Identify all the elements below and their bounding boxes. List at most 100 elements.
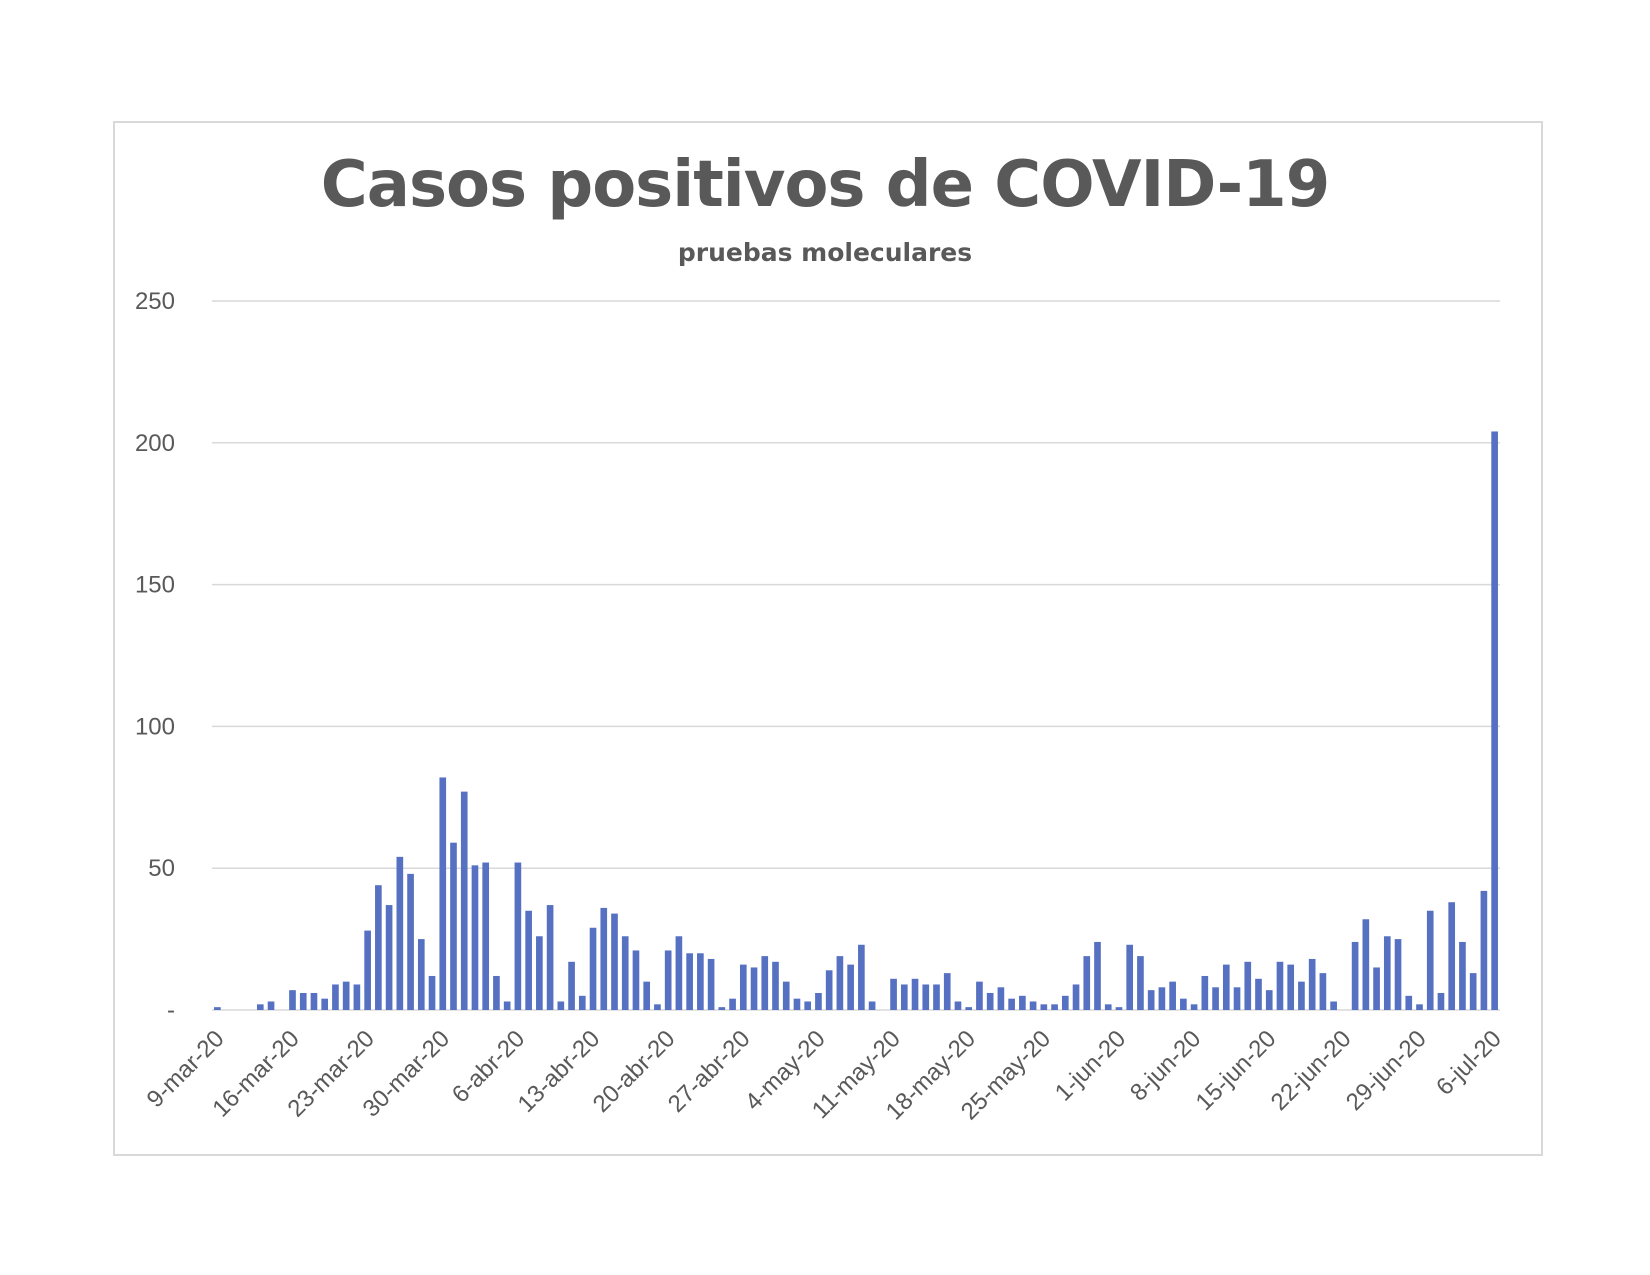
bar: [1330, 1001, 1337, 1010]
bar: [1362, 919, 1370, 1010]
y-tick-label: -: [167, 997, 175, 1024]
bar: [718, 1007, 726, 1010]
bar: [568, 961, 575, 1010]
chart-title: Casos positivos de COVID-19: [320, 148, 1330, 222]
bar: [1147, 990, 1155, 1010]
bar: [1104, 1004, 1112, 1010]
bar: [1008, 998, 1015, 1010]
x-tick-label: 1-jun-20: [1050, 1025, 1131, 1106]
bar: [310, 992, 318, 1010]
x-tick-label: 20-abr-20: [588, 1025, 681, 1118]
bar: [493, 975, 500, 1010]
bar: [1169, 981, 1176, 1010]
bar: [1351, 941, 1359, 1010]
bar: [536, 936, 543, 1010]
bar: [1222, 964, 1230, 1010]
bar: [450, 842, 457, 1010]
x-tick-label: 29-jun-20: [1341, 1025, 1432, 1116]
bar: [1448, 902, 1456, 1010]
bar: [965, 1007, 973, 1010]
bar: [664, 950, 672, 1010]
bar: [761, 956, 769, 1010]
bar: [654, 1004, 661, 1010]
bar: [1383, 936, 1391, 1010]
bar: [1158, 987, 1166, 1010]
bar: [1459, 941, 1466, 1010]
bar: [385, 905, 393, 1010]
bar: [1319, 973, 1327, 1010]
bar: [267, 1001, 275, 1010]
bar: [1469, 973, 1477, 1010]
bar: [1308, 958, 1316, 1010]
bar: [943, 973, 951, 1010]
bar: [911, 978, 919, 1010]
bar: [1233, 987, 1241, 1010]
bar: [868, 1001, 876, 1010]
bar: [589, 927, 597, 1010]
bar: [739, 964, 747, 1010]
bar: [611, 913, 618, 1010]
bar: [804, 1001, 812, 1010]
bar: [1244, 961, 1252, 1010]
bar: [825, 970, 833, 1010]
bar: [289, 990, 296, 1010]
bar: [1051, 1004, 1058, 1010]
bar: [750, 967, 758, 1010]
bar: [439, 777, 447, 1010]
bar: [1072, 984, 1080, 1010]
bar: [353, 984, 361, 1010]
bar: [686, 953, 693, 1010]
bar: [525, 910, 532, 1010]
bar: [772, 961, 779, 1010]
bar: [954, 1001, 962, 1010]
bar: [1094, 941, 1101, 1010]
bar: [976, 981, 983, 1010]
bar: [600, 907, 608, 1010]
bar: [1437, 992, 1445, 1010]
bar: [1137, 956, 1144, 1010]
x-axis-ticks: 9-mar-2016-mar-2023-mar-2030-mar-206-abr…: [142, 1025, 1507, 1125]
bar: [632, 950, 640, 1010]
bar: [546, 905, 554, 1010]
bar: [1212, 987, 1219, 1010]
bar: [514, 862, 522, 1010]
bar: [1491, 431, 1498, 1011]
bar: [460, 791, 468, 1010]
bar: [836, 956, 844, 1010]
bar: [428, 975, 436, 1010]
bar: [782, 981, 790, 1010]
bar: [503, 1001, 511, 1010]
bar: [1394, 939, 1402, 1010]
y-axis-ticks: - 50 100 150 200 250: [135, 288, 175, 1024]
bar: [675, 936, 683, 1010]
bar: [1201, 975, 1209, 1010]
bar: [1061, 995, 1069, 1010]
bar: [299, 992, 307, 1010]
bar: [1298, 981, 1305, 1010]
x-tick-label: 13-abr-20: [513, 1025, 606, 1118]
x-tick-label: 6-jul-20: [1431, 1025, 1507, 1101]
bar: [1480, 890, 1488, 1010]
bar: [375, 885, 382, 1010]
x-tick-label: 27-abr-20: [663, 1025, 756, 1118]
bar: [1029, 1001, 1037, 1010]
bar: [933, 984, 940, 1010]
bar: [256, 1004, 264, 1010]
y-tick-label: 50: [148, 855, 175, 882]
bar: [471, 865, 479, 1010]
bar: [643, 981, 651, 1010]
bar: [1040, 1004, 1048, 1010]
bar: [621, 936, 629, 1010]
bar: [1180, 998, 1187, 1010]
y-tick-label: 150: [135, 572, 175, 599]
bar: [815, 992, 822, 1010]
bar: [922, 984, 930, 1010]
bar: [407, 873, 414, 1010]
bar: [417, 939, 425, 1010]
bar: [997, 987, 1005, 1010]
bar: [1083, 956, 1091, 1010]
bar: [793, 998, 801, 1010]
bar: [1190, 1004, 1198, 1010]
bar: [332, 984, 339, 1010]
bar: [557, 1001, 565, 1010]
